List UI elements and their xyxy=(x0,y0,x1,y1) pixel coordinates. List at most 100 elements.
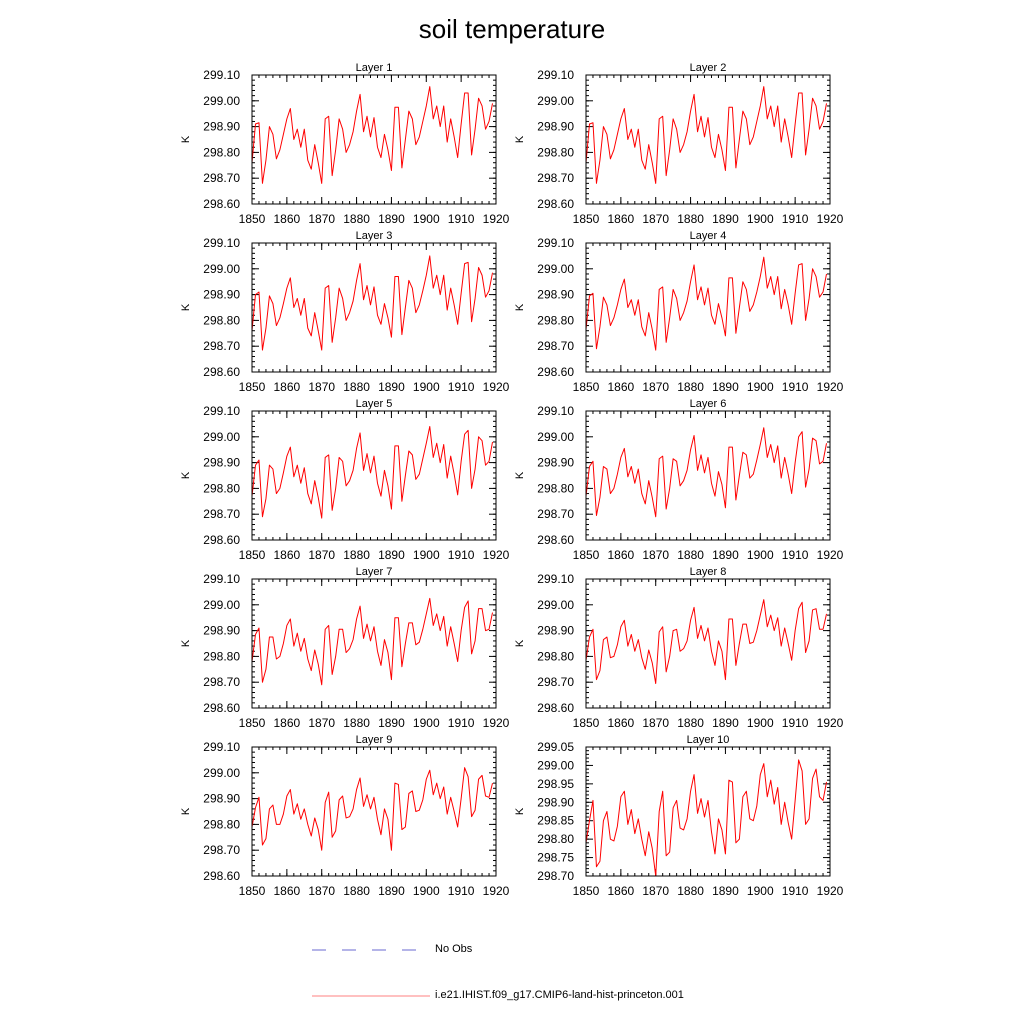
x-tick-label: 1870 xyxy=(308,212,335,226)
series-line-1 xyxy=(585,427,828,518)
chart-panel-7: Layer 7 K 1850 1860 1870 1880 1890 1900 1910 1920… xyxy=(180,566,510,730)
series-line-1 xyxy=(251,767,493,851)
x-tick-label: 1870 xyxy=(642,884,669,898)
panel-title: Layer 10 xyxy=(687,734,730,746)
y-tick-label: 299.00 xyxy=(537,758,574,772)
x-tick-label: 1870 xyxy=(308,548,335,562)
y-tick-label: 298.90 xyxy=(203,456,240,470)
x-tick-label: 1870 xyxy=(308,380,335,394)
series-line-1 xyxy=(585,256,828,351)
y-tick-label: 298.60 xyxy=(537,701,574,715)
x-tick-label: 1910 xyxy=(448,548,475,562)
x-tick-label: 1920 xyxy=(483,380,510,394)
plot-frame xyxy=(251,410,497,541)
y-tick-label: 299.10 xyxy=(537,236,574,250)
y-tick-label: 298.60 xyxy=(537,365,574,379)
y-tick-label: 299.10 xyxy=(203,236,240,250)
x-tick-label: 1850 xyxy=(573,212,600,226)
x-tick-label: 1860 xyxy=(608,380,635,394)
x-tick-label: 1890 xyxy=(712,548,739,562)
x-tick-label: 1860 xyxy=(274,548,301,562)
plot-frame xyxy=(585,74,831,205)
x-tick-label: 1870 xyxy=(642,380,669,394)
legend-label-no-obs: No Obs xyxy=(435,943,473,955)
x-tick-label: 1920 xyxy=(483,548,510,562)
plot-frame xyxy=(251,242,497,373)
x-tick-label: 1920 xyxy=(483,884,510,898)
x-tick-label: 1880 xyxy=(677,884,704,898)
x-tick-label: 1890 xyxy=(378,212,405,226)
y-tick-label: 299.05 xyxy=(537,740,574,754)
y-tick-label: 298.75 xyxy=(537,851,574,865)
y-tick-label: 298.80 xyxy=(537,832,574,846)
x-tick-label: 1880 xyxy=(343,212,370,226)
chart-panel-3: Layer 3 K 1850 1860 1870 1880 1890 1900 1910 1920… xyxy=(180,230,510,394)
y-tick-label: 298.90 xyxy=(537,120,574,134)
series-line-1 xyxy=(251,425,494,519)
x-tick-label: 1850 xyxy=(239,716,266,730)
y-tick-label: 298.70 xyxy=(203,507,240,521)
y-tick-label: 298.80 xyxy=(537,649,574,663)
x-tick-label: 1870 xyxy=(642,716,669,730)
x-tick-label: 1860 xyxy=(608,884,635,898)
panel-title: Layer 3 xyxy=(356,230,393,242)
y-tick-label: 298.90 xyxy=(537,456,574,470)
y-tick-label: 298.70 xyxy=(537,507,574,521)
chart-panel-9: Layer 9 K 1850 1860 1870 1880 1890 1900 1910 1920… xyxy=(180,734,510,898)
x-tick-label: 1850 xyxy=(239,380,266,394)
y-tick-label: 298.60 xyxy=(203,197,240,211)
x-tick-label: 1860 xyxy=(608,716,635,730)
y-axis-label: K xyxy=(180,471,192,479)
x-tick-label: 1890 xyxy=(712,884,739,898)
y-tick-label: 298.60 xyxy=(203,365,240,379)
y-tick-label: 298.70 xyxy=(537,339,574,353)
x-tick-label: 1860 xyxy=(274,884,301,898)
x-tick-label: 1890 xyxy=(378,716,405,730)
series-line-1 xyxy=(251,597,493,686)
x-tick-label: 1880 xyxy=(677,548,704,562)
chart-panel-10: Layer 10 K 1850 1860 1870 1880 1890 1900 1910 192… xyxy=(514,734,844,898)
x-tick-label: 1900 xyxy=(413,380,440,394)
x-tick-label: 1880 xyxy=(343,380,370,394)
x-tick-label: 1890 xyxy=(712,212,739,226)
x-tick-label: 1910 xyxy=(782,716,809,730)
x-tick-label: 1880 xyxy=(343,884,370,898)
x-tick-label: 1880 xyxy=(677,212,704,226)
x-tick-label: 1870 xyxy=(308,884,335,898)
y-tick-label: 298.80 xyxy=(203,817,240,831)
panel-title: Layer 4 xyxy=(690,230,727,242)
y-tick-label: 298.60 xyxy=(537,533,574,547)
x-tick-label: 1860 xyxy=(274,716,301,730)
y-tick-label: 298.70 xyxy=(203,171,240,185)
x-tick-label: 1910 xyxy=(782,380,809,394)
x-tick-label: 1910 xyxy=(782,548,809,562)
x-tick-label: 1870 xyxy=(308,716,335,730)
x-tick-label: 1910 xyxy=(448,884,475,898)
x-tick-label: 1900 xyxy=(413,884,440,898)
y-tick-label: 298.70 xyxy=(537,869,574,883)
y-axis-label: K xyxy=(180,639,192,647)
x-tick-label: 1850 xyxy=(573,380,600,394)
x-tick-label: 1910 xyxy=(448,716,475,730)
panel-title: Layer 8 xyxy=(690,566,727,578)
y-tick-label: 298.80 xyxy=(537,481,574,495)
y-tick-label: 298.70 xyxy=(203,843,240,857)
y-tick-label: 299.00 xyxy=(537,94,574,108)
x-tick-label: 1900 xyxy=(413,548,440,562)
plot-frame xyxy=(251,746,497,877)
chart-panel-5: Layer 5 K 1850 1860 1870 1880 1890 1900 1910 1920… xyxy=(180,398,510,562)
y-tick-label: 299.00 xyxy=(203,598,240,612)
x-tick-label: 1850 xyxy=(239,548,266,562)
series-line-1 xyxy=(585,759,828,877)
y-tick-label: 298.80 xyxy=(203,313,240,327)
x-tick-label: 1850 xyxy=(239,212,266,226)
y-tick-label: 299.00 xyxy=(537,430,574,444)
x-tick-label: 1900 xyxy=(747,716,774,730)
x-tick-label: 1910 xyxy=(782,212,809,226)
chart-panel-2: Layer 2 K 1850 1860 1870 1880 1890 1900 1910 1920… xyxy=(514,62,844,226)
y-axis-label: K xyxy=(514,639,526,647)
panel-title: Layer 6 xyxy=(690,398,727,410)
x-tick-label: 1920 xyxy=(817,380,844,394)
x-tick-label: 1920 xyxy=(483,716,510,730)
y-tick-label: 299.00 xyxy=(203,94,240,108)
